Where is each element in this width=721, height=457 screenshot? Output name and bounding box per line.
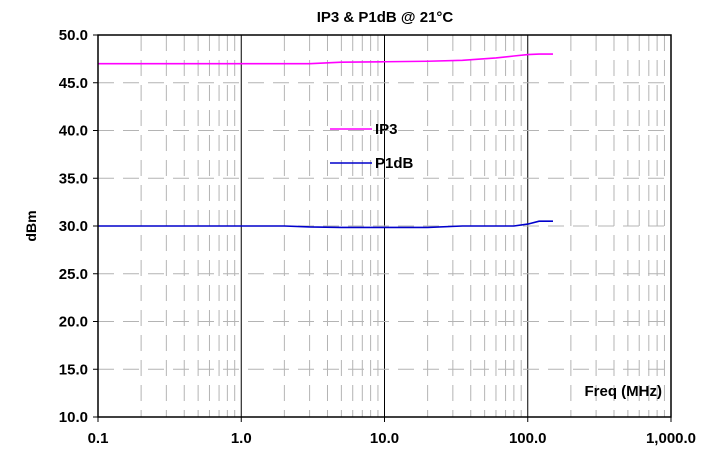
legend-label-ip3: IP3 — [375, 121, 398, 138]
series-line-ip3 — [98, 53, 553, 65]
y-tick-label: 40.0 — [59, 123, 88, 140]
x-tick-label: 1.0 — [231, 430, 252, 447]
chart-title: IP3 & P1dB @ 21°C — [317, 9, 454, 26]
series-layer — [98, 53, 553, 229]
x-tick-labels: 0.1 1.0 10.0 100.0 1,000.0 — [88, 417, 696, 447]
y-tick-label: 25.0 — [59, 266, 88, 283]
legend: IP3 P1dB — [330, 121, 414, 172]
y-tick-label: 45.0 — [59, 75, 88, 92]
y-tick-label: 15.0 — [59, 361, 88, 378]
x-tick-label: 0.1 — [88, 430, 109, 447]
y-tick-label: 20.0 — [59, 314, 88, 331]
legend-label-p1db: P1dB — [375, 155, 414, 172]
y-axis-label: dBm — [23, 210, 39, 241]
x-axis-label: Freq (MHz) — [585, 383, 663, 400]
x-tick-label: 100.0 — [509, 430, 547, 447]
x-tick-label: 10.0 — [370, 430, 399, 447]
y-tick-label: 10.0 — [59, 409, 88, 426]
y-tick-labels: 10.0 15.0 20.0 25.0 30.0 35.0 40.0 45.0 50.0 — [59, 27, 98, 426]
y-tick-label: 50.0 — [59, 27, 88, 44]
y-tick-label: 35.0 — [59, 170, 88, 187]
series-line-p1db — [98, 220, 553, 229]
x-tick-label: 1,000.0 — [646, 430, 696, 447]
y-tick-label: 30.0 — [59, 218, 88, 235]
